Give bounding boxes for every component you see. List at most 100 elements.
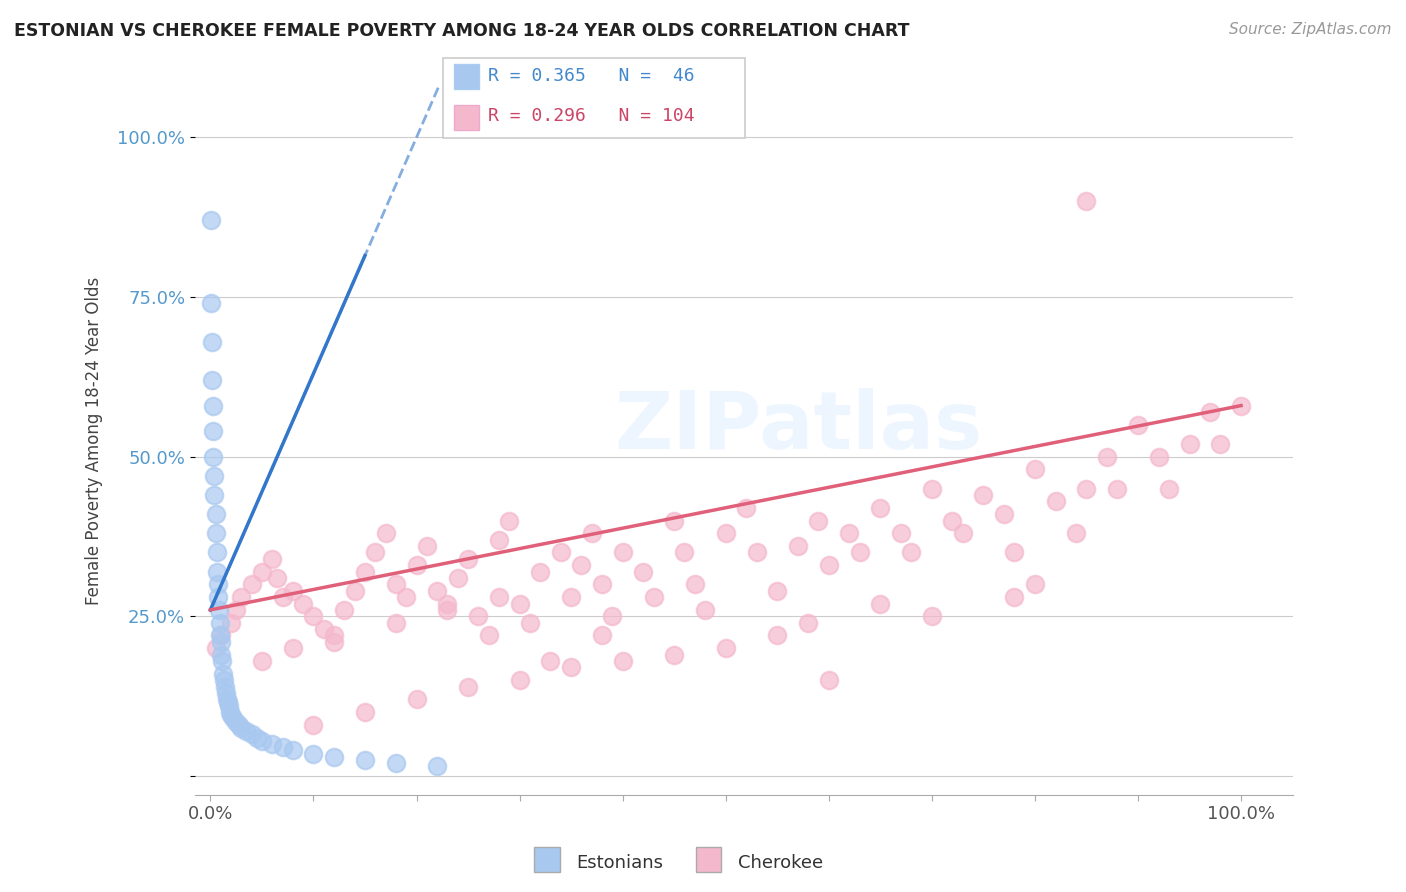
Point: [219, 705, 242, 719]
Point: [209, 648, 232, 662]
Point: [993, 507, 1015, 521]
Point: [202, 450, 225, 464]
Point: [1076, 194, 1098, 209]
Point: [209, 628, 232, 642]
Point: [250, 733, 273, 747]
Point: [436, 597, 458, 611]
Point: [560, 660, 582, 674]
Text: Estonians: Estonians: [576, 854, 664, 871]
Point: [693, 603, 716, 617]
Point: [591, 577, 613, 591]
Text: ESTONIAN VS CHEROKEE FEMALE POVERTY AMONG 18-24 YEAR OLDS CORRELATION CHART: ESTONIAN VS CHEROKEE FEMALE POVERTY AMON…: [14, 22, 910, 40]
Point: [972, 488, 994, 502]
Point: [211, 654, 233, 668]
Text: Source: ZipAtlas.com: Source: ZipAtlas.com: [1229, 22, 1392, 37]
Point: [633, 565, 655, 579]
Point: [488, 533, 510, 547]
Point: [271, 740, 294, 755]
Point: [612, 654, 634, 668]
Point: [222, 711, 245, 725]
Point: [207, 590, 229, 604]
Point: [323, 628, 346, 642]
Point: [212, 673, 235, 687]
Point: [246, 731, 269, 745]
Text: R = 0.365   N =  46: R = 0.365 N = 46: [488, 67, 695, 85]
Point: [529, 565, 551, 579]
Point: [207, 577, 229, 591]
Point: [1024, 462, 1046, 476]
Point: [1126, 417, 1149, 432]
Point: [426, 759, 449, 773]
Point: [550, 545, 572, 559]
Point: [405, 558, 427, 573]
Point: [714, 526, 737, 541]
Point: [807, 514, 830, 528]
Point: [204, 526, 226, 541]
Point: [1045, 494, 1067, 508]
Point: [374, 526, 396, 541]
Point: [208, 628, 231, 642]
Point: [890, 526, 912, 541]
Point: [385, 577, 408, 591]
Point: [1230, 399, 1253, 413]
Point: [848, 545, 870, 559]
Point: [385, 615, 408, 630]
Point: [1002, 545, 1025, 559]
Point: [1107, 482, 1129, 496]
Point: [405, 692, 427, 706]
Point: [560, 590, 582, 604]
Point: [204, 468, 226, 483]
Point: [416, 539, 439, 553]
Point: [581, 526, 603, 541]
Point: [457, 680, 479, 694]
Point: [1095, 450, 1118, 464]
Point: [612, 545, 634, 559]
Point: [218, 698, 240, 713]
Point: [941, 514, 963, 528]
Point: [436, 603, 458, 617]
Point: [488, 590, 510, 604]
Point: [869, 500, 891, 515]
Point: [673, 545, 696, 559]
Point: [208, 615, 231, 630]
Point: [250, 654, 273, 668]
Point: [354, 705, 377, 719]
Point: [602, 609, 624, 624]
Point: [323, 749, 346, 764]
Point: [235, 724, 257, 739]
Point: [215, 686, 238, 700]
Point: [215, 692, 238, 706]
Point: [662, 648, 685, 662]
Point: [262, 551, 284, 566]
Point: [662, 514, 685, 528]
Point: [204, 488, 226, 502]
Point: [219, 615, 242, 630]
Point: [354, 753, 377, 767]
Point: [869, 597, 891, 611]
Point: [231, 721, 253, 735]
Point: [591, 628, 613, 642]
Point: [354, 565, 377, 579]
Point: [200, 213, 222, 227]
Point: [292, 597, 315, 611]
Point: [766, 628, 789, 642]
Point: [343, 583, 366, 598]
Point: [735, 500, 758, 515]
Point: [797, 615, 820, 630]
Point: [225, 603, 247, 617]
Point: [281, 641, 304, 656]
Point: [921, 609, 943, 624]
Point: [1178, 437, 1201, 451]
Point: [1209, 437, 1232, 451]
Point: [201, 373, 224, 387]
Point: [1147, 450, 1170, 464]
Point: [817, 673, 839, 687]
Point: [214, 680, 236, 694]
Point: [457, 551, 479, 566]
Point: [228, 718, 250, 732]
Point: [204, 507, 226, 521]
Point: [714, 641, 737, 656]
Point: [201, 334, 224, 349]
Point: [333, 603, 356, 617]
Point: [323, 635, 346, 649]
